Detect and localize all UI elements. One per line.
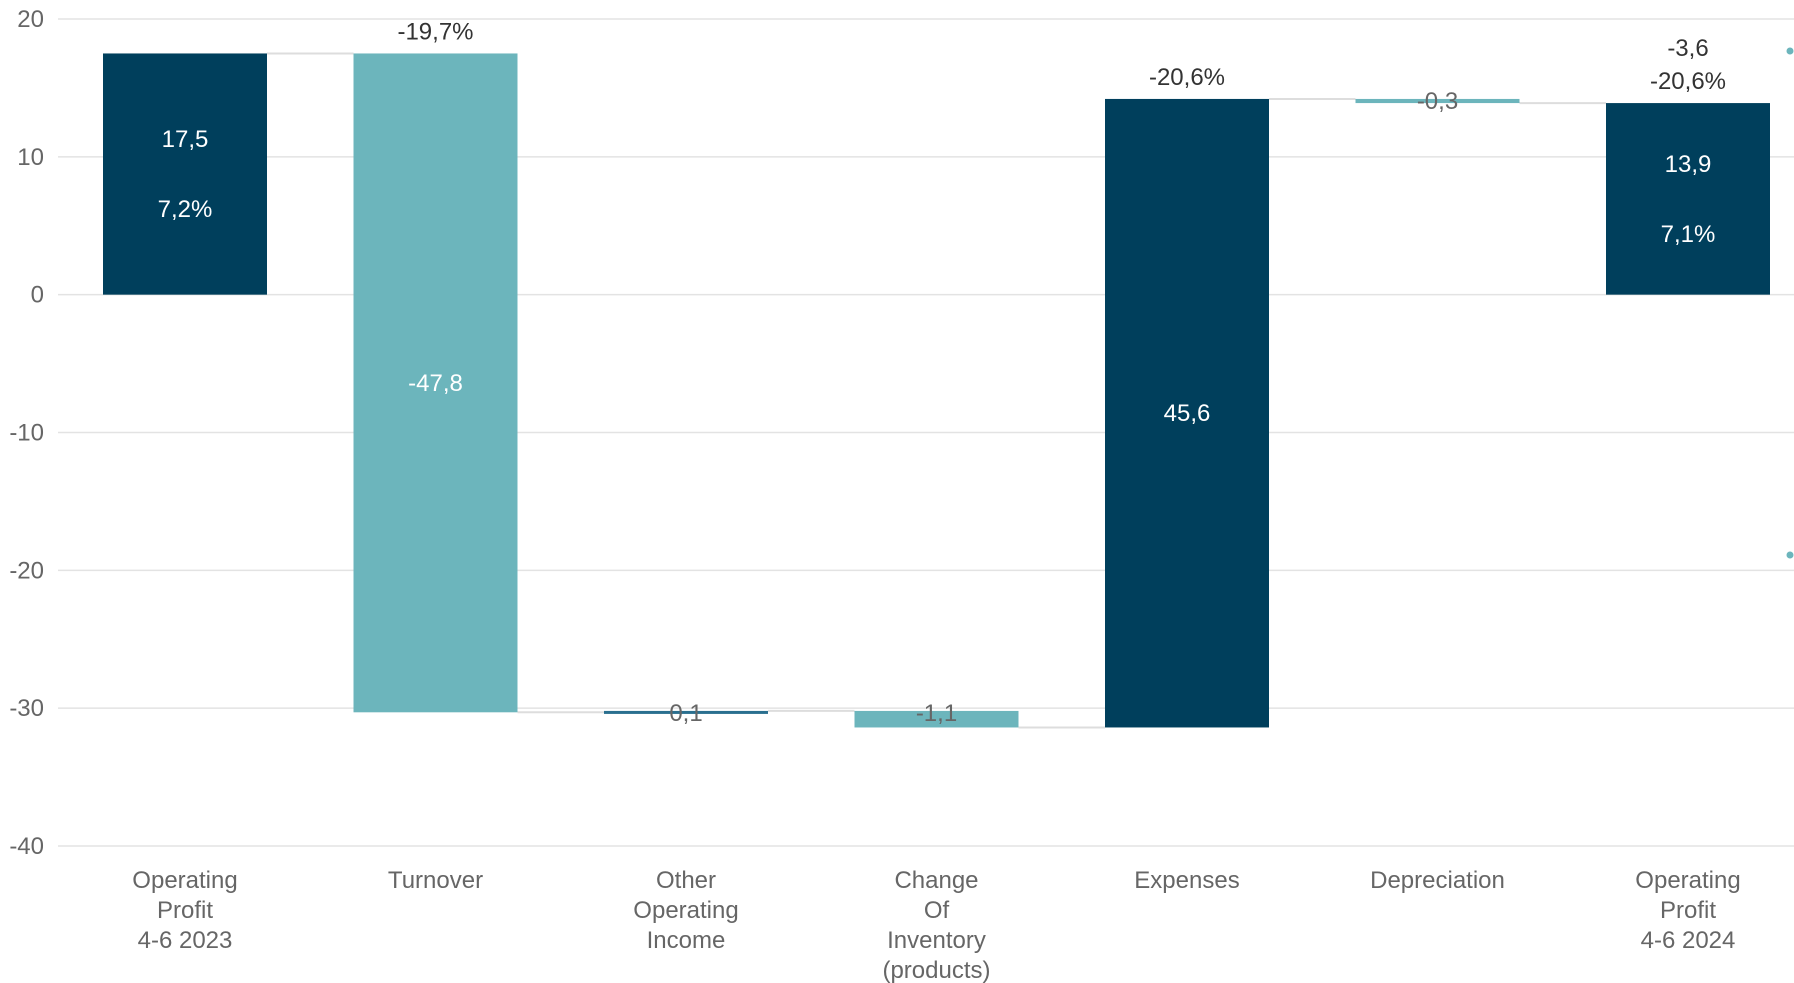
edge-dot-bottom bbox=[1786, 551, 1794, 559]
x-category-label: Of bbox=[924, 897, 950, 924]
bar-value-label: 7,2% bbox=[158, 196, 213, 223]
bar bbox=[103, 53, 267, 295]
bar-value-label: -1,1 bbox=[916, 700, 957, 727]
x-category-label: Depreciation bbox=[1370, 867, 1505, 894]
x-category-label: Change bbox=[894, 867, 978, 894]
x-category-label: 4-6 2023 bbox=[138, 927, 233, 954]
x-category-label: Income bbox=[647, 927, 726, 954]
edge-dot-top bbox=[1786, 47, 1794, 55]
x-category-label: Operating bbox=[633, 897, 738, 924]
bar-layer bbox=[103, 53, 1770, 728]
x-axis-labels: Operating Profit 4-6 2023 Turnover Other Oper… bbox=[132, 867, 1740, 983]
bar-value-label: 13,9 bbox=[1665, 151, 1712, 178]
x-category-label: Profit bbox=[157, 897, 213, 924]
bar-value-label: -0,3 bbox=[1417, 88, 1458, 115]
bar bbox=[854, 710, 1019, 728]
x-category-label: Inventory bbox=[887, 927, 986, 954]
y-tick-label: 20 bbox=[17, 6, 44, 33]
bar-top-label: -20,6% bbox=[1149, 64, 1225, 91]
x-category-label: Expenses bbox=[1134, 867, 1239, 894]
bar-value-label: 0,1 bbox=[669, 700, 702, 727]
bar-value-label: 45,6 bbox=[1164, 400, 1211, 427]
bar-value-label: -47,8 bbox=[408, 370, 463, 397]
bar-top-label: -20,6% bbox=[1650, 68, 1726, 95]
bar-value-label: 7,1% bbox=[1661, 221, 1716, 248]
y-tick-label: -30 bbox=[9, 695, 44, 722]
bar bbox=[1606, 103, 1770, 295]
y-tick-label: 10 bbox=[17, 144, 44, 171]
x-category-label: Turnover bbox=[388, 867, 483, 894]
x-category-label: 4-6 2024 bbox=[1641, 927, 1736, 954]
y-tick-label: -20 bbox=[9, 557, 44, 584]
y-tick-label: -10 bbox=[9, 420, 44, 447]
bar bbox=[604, 710, 768, 714]
y-tick-label: -40 bbox=[9, 833, 44, 860]
x-category-label: Profit bbox=[1660, 897, 1716, 924]
y-tick-label: 0 bbox=[31, 282, 44, 309]
x-category-label: Operating bbox=[132, 867, 237, 894]
x-category-label: Operating bbox=[1635, 867, 1740, 894]
x-category-label: (products) bbox=[882, 957, 990, 983]
bar-value-label: 17,5 bbox=[162, 126, 209, 153]
grid-layer: -40 -30 -20 -10 0 10 20 bbox=[9, 6, 1794, 860]
bar bbox=[1105, 98, 1269, 728]
bar bbox=[1355, 98, 1520, 104]
label-layer: 17,5 7,2% -47,8 -19,7% 0,1 -1,1 45,6 -20,6% -0,3… bbox=[158, 18, 1726, 726]
x-category-label: Other bbox=[656, 867, 716, 894]
bar-top-label: -19,7% bbox=[397, 18, 473, 45]
bar bbox=[353, 53, 518, 713]
edge-markers bbox=[1786, 47, 1794, 559]
bar-top-label: -3,6 bbox=[1667, 35, 1708, 62]
connector-layer bbox=[267, 52, 1606, 729]
